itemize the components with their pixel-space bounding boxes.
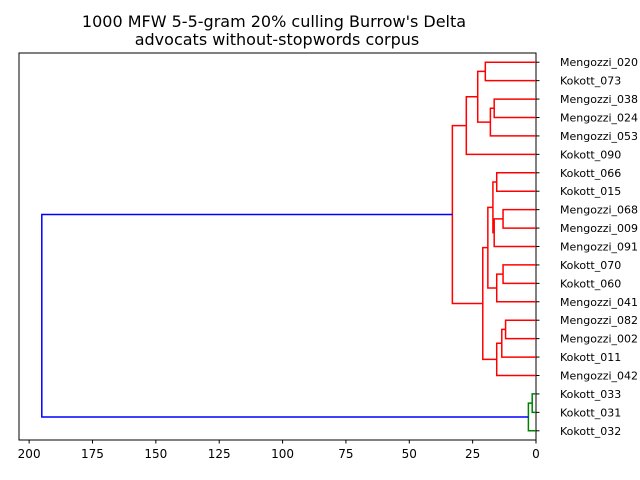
chart-subtitle: advocats without-stopwords corpus xyxy=(135,30,420,49)
leaf-label: Mengozzi_053 xyxy=(560,130,638,143)
dendrogram-link xyxy=(465,96,536,156)
x-tick-label: 25 xyxy=(465,447,480,461)
dendrogram-link xyxy=(492,181,497,234)
dendrogram-link xyxy=(495,342,536,377)
leaf-label: Kokott_090 xyxy=(560,148,621,161)
leaf-label: Kokott_032 xyxy=(560,425,621,438)
leaf-label: Kokott_070 xyxy=(560,259,621,272)
leaf-label: Mengozzi_024 xyxy=(560,112,638,125)
x-axis: 200 175 150 125 100 75 50 25 0 xyxy=(18,440,540,461)
dendrogram-link xyxy=(484,61,536,82)
dendrogram-link xyxy=(501,328,536,358)
dendrogram-link xyxy=(476,70,491,123)
leaf-label: Mengozzi_002 xyxy=(560,333,638,346)
x-tick-label: 0 xyxy=(532,447,540,461)
plot-frame xyxy=(18,52,537,441)
dendrogram-link xyxy=(502,208,536,229)
leaf-label: Mengozzi_068 xyxy=(560,204,638,217)
x-tick-label: 175 xyxy=(81,447,104,461)
dendrogram-link xyxy=(482,246,497,361)
leaf-label: Mengozzi_020 xyxy=(560,56,638,69)
x-tick-label: 75 xyxy=(338,447,353,461)
leaf-label: Mengozzi_082 xyxy=(560,314,638,327)
leaf-label: Kokott_011 xyxy=(560,351,621,364)
leaf-label: Mengozzi_042 xyxy=(560,370,638,383)
dendrogram-link xyxy=(495,172,536,192)
leaf-label: Kokott_073 xyxy=(560,75,621,88)
dendrogram-link xyxy=(502,264,536,285)
dendrogram-link xyxy=(489,107,536,137)
dendrogram-links xyxy=(41,61,536,432)
dendrogram-link xyxy=(504,319,536,340)
leaf-label: Kokott_033 xyxy=(560,388,621,401)
leaf-label: Kokott_060 xyxy=(560,277,621,290)
leaf-label: Kokott_066 xyxy=(560,167,621,180)
dendrogram-link xyxy=(493,98,536,119)
leaf-label: Mengozzi_038 xyxy=(560,93,638,106)
leaf-label: Mengozzi_041 xyxy=(560,296,638,309)
dendrogram-link xyxy=(41,213,529,418)
x-tick-label: 50 xyxy=(402,447,417,461)
leaf-label: Kokott_015 xyxy=(560,185,621,198)
x-tick-label: 125 xyxy=(208,447,231,461)
leaf-labels: Mengozzi_020 Kokott_073 Mengozzi_038 Mengoz… xyxy=(536,56,638,438)
x-tick-label: 150 xyxy=(144,447,167,461)
leaf-label: Kokott_031 xyxy=(560,406,621,419)
dendrogram-link xyxy=(531,393,536,414)
dendrogram-link xyxy=(451,124,483,305)
leaf-label: Mengozzi_009 xyxy=(560,222,638,235)
dendrogram-link xyxy=(493,218,536,248)
chart-title: 1000 MFW 5-5-gram 20% culling Burrow's D… xyxy=(82,12,466,31)
x-tick-label: 100 xyxy=(271,447,294,461)
leaf-label: Mengozzi_091 xyxy=(560,241,638,254)
x-tick-label: 200 xyxy=(18,447,41,461)
